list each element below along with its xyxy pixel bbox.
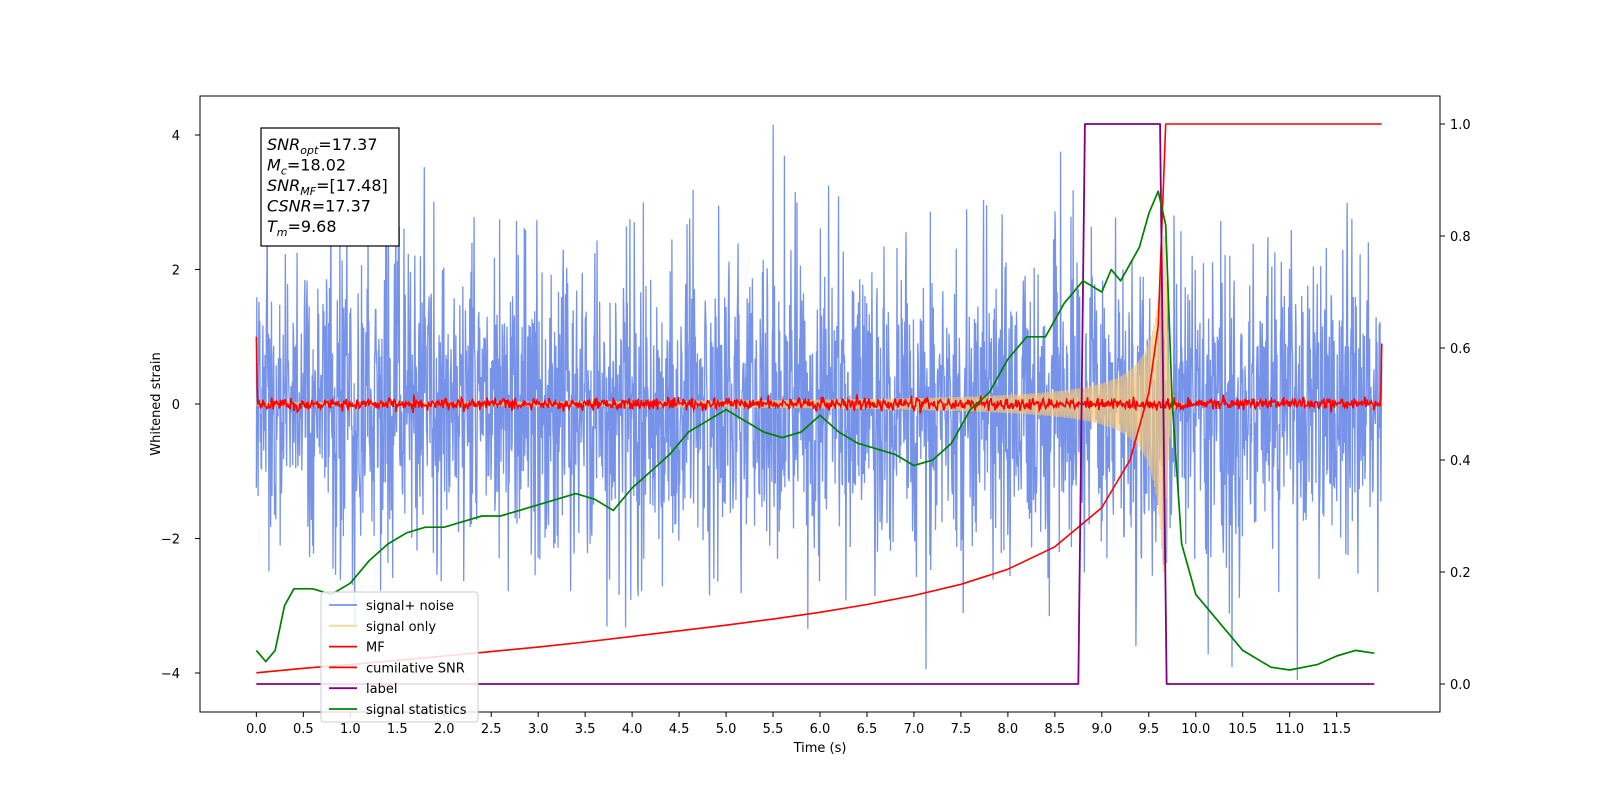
- legend-label: signal only: [366, 620, 436, 635]
- y2-tick-label: 0.2: [1450, 566, 1471, 581]
- y2-tick-label: 0.4: [1450, 454, 1471, 469]
- x-tick-label: 6.0: [810, 722, 831, 737]
- x-tick-label: 7.0: [904, 722, 925, 737]
- y-axis-right: 0.0 0.2 0.4 0.6 0.8 1.0: [1440, 118, 1471, 693]
- x-tick-label: 9.5: [1138, 722, 1159, 737]
- legend: signal+ noise signal only MF cumilative SNR…: [320, 591, 479, 723]
- annotation-box: SNRopt=17.37Mc=18.02SNRMF=[17.48]CSNR=17…: [260, 127, 400, 247]
- x-tick-label: 3.5: [575, 722, 596, 737]
- y-tick-label: −4: [161, 667, 180, 682]
- annotation-line: SNRMF=[17.48]: [267, 176, 388, 198]
- legend-label: cumilative SNR: [366, 661, 465, 676]
- annotation-frame: [260, 127, 400, 247]
- x-tick-label: 0.0: [246, 722, 267, 737]
- x-tick-label: 10.5: [1228, 722, 1257, 737]
- x-tick-label: 9.0: [1091, 722, 1112, 737]
- series-mf-line: [255, 336, 1383, 414]
- legend-frame: [320, 591, 479, 723]
- series-signal-statistics-line: [255, 190, 1375, 671]
- x-tick-label: 10.0: [1181, 722, 1210, 737]
- y-axis-label: Whitened strain: [149, 352, 164, 455]
- y2-tick-label: 0.8: [1450, 230, 1471, 245]
- x-axis-label: Time (s): [793, 741, 847, 756]
- y-tick-label: −2: [161, 532, 180, 547]
- x-tick-label: 11.0: [1275, 722, 1304, 737]
- y2-tick-label: 1.0: [1450, 118, 1471, 133]
- x-tick-label: 8.0: [998, 722, 1019, 737]
- y2-tick-label: 0.0: [1450, 678, 1471, 693]
- legend-label: MF: [366, 641, 385, 656]
- series-signal-noise-line: [255, 124, 1383, 681]
- x-tick-label: 4.5: [669, 722, 690, 737]
- x-tick-label: 11.5: [1322, 722, 1351, 737]
- y-tick-label: 0: [172, 398, 180, 413]
- x-tick-label: 0.5: [293, 722, 314, 737]
- annotation-line: Mc=18.02: [267, 156, 346, 178]
- x-tick-label: 5.5: [763, 722, 784, 737]
- legend-label: label: [366, 682, 397, 697]
- x-tick-label: 1.0: [340, 722, 361, 737]
- x-tick-label: 8.5: [1045, 722, 1066, 737]
- x-tick-label: 4.0: [622, 722, 643, 737]
- x-axis: 0.0 0.5 1.0 1.5 2.0 2.5 3.0 3.5 4.0 4.5 5.0 5.5 6.0 6…: [246, 712, 1351, 737]
- annotation-line: Tm=9.68: [267, 217, 337, 239]
- y-axis-left: −4 −2 0 2 4: [161, 129, 200, 682]
- y2-tick-label: 0.6: [1450, 342, 1471, 357]
- x-tick-label: 7.5: [951, 722, 972, 737]
- legend-label: signal+ noise: [366, 599, 454, 614]
- x-tick-label: 5.0: [716, 722, 737, 737]
- y-tick-label: 4: [172, 129, 180, 144]
- x-tick-label: 1.5: [387, 722, 408, 737]
- x-tick-label: 2.5: [481, 722, 502, 737]
- annotation-line: SNRopt=17.37: [267, 135, 378, 157]
- x-tick-label: 2.0: [434, 722, 455, 737]
- annotation-line: CSNR=17.37: [267, 197, 371, 216]
- x-tick-label: 3.0: [528, 722, 549, 737]
- series-label-line: [256, 123, 1375, 685]
- y-tick-label: 2: [172, 264, 180, 279]
- legend-label: signal statistics: [366, 703, 467, 718]
- x-tick-label: 6.5: [857, 722, 878, 737]
